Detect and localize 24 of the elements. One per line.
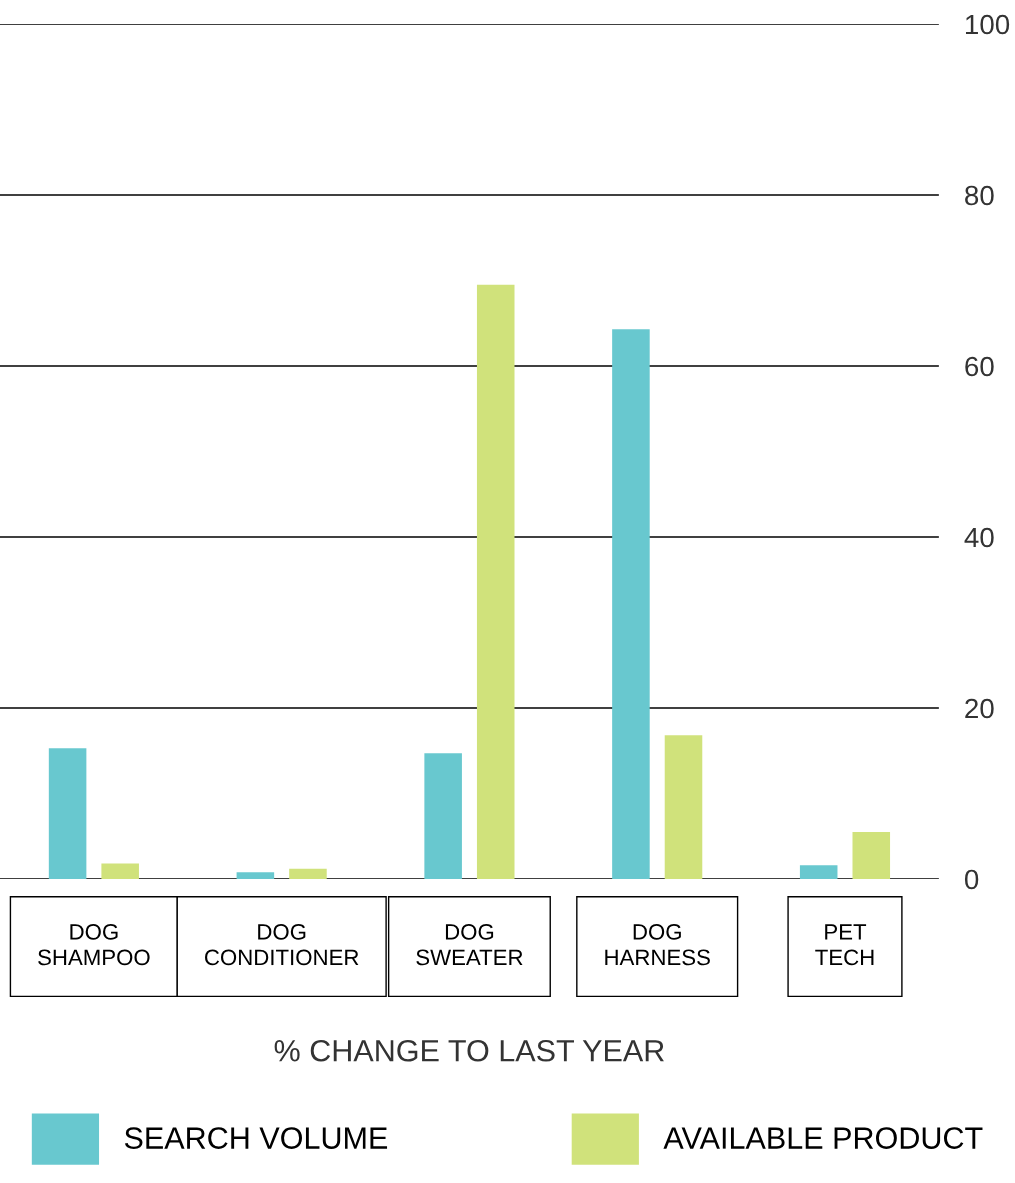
- bar: [236, 872, 275, 879]
- bar: [101, 863, 139, 879]
- bar: [48, 748, 87, 879]
- y-tick-label: 100: [965, 14, 1010, 35]
- bar: [612, 329, 650, 879]
- legend-label: SEARCH VOLUME: [124, 1127, 388, 1149]
- bar: [289, 868, 327, 879]
- y-tick-label: 60: [965, 356, 994, 377]
- x-tick-label: DOG SWEATER: [416, 924, 523, 966]
- y-tick-label: 20: [965, 698, 994, 719]
- y-tick-label: 0: [964, 869, 979, 890]
- x-tick-label: DOG HARNESS: [605, 924, 710, 966]
- bar: [476, 284, 515, 879]
- bar: [852, 831, 891, 879]
- legend-label: AVAILABLE PRODUCT: [663, 1127, 983, 1149]
- bar: [664, 735, 703, 879]
- y-tick-label: 40: [964, 527, 994, 548]
- y-tick-label: 80: [965, 185, 994, 206]
- x-tick-label: PET TECH: [815, 924, 874, 966]
- bar: [424, 753, 462, 879]
- x-tick-label: DOG CONDITIONER: [205, 924, 359, 966]
- x-axis-title: % CHANGE TO LAST YEAR: [274, 1039, 664, 1062]
- bar: [799, 865, 838, 879]
- x-tick-label: DOG SHAMPOO: [38, 924, 150, 966]
